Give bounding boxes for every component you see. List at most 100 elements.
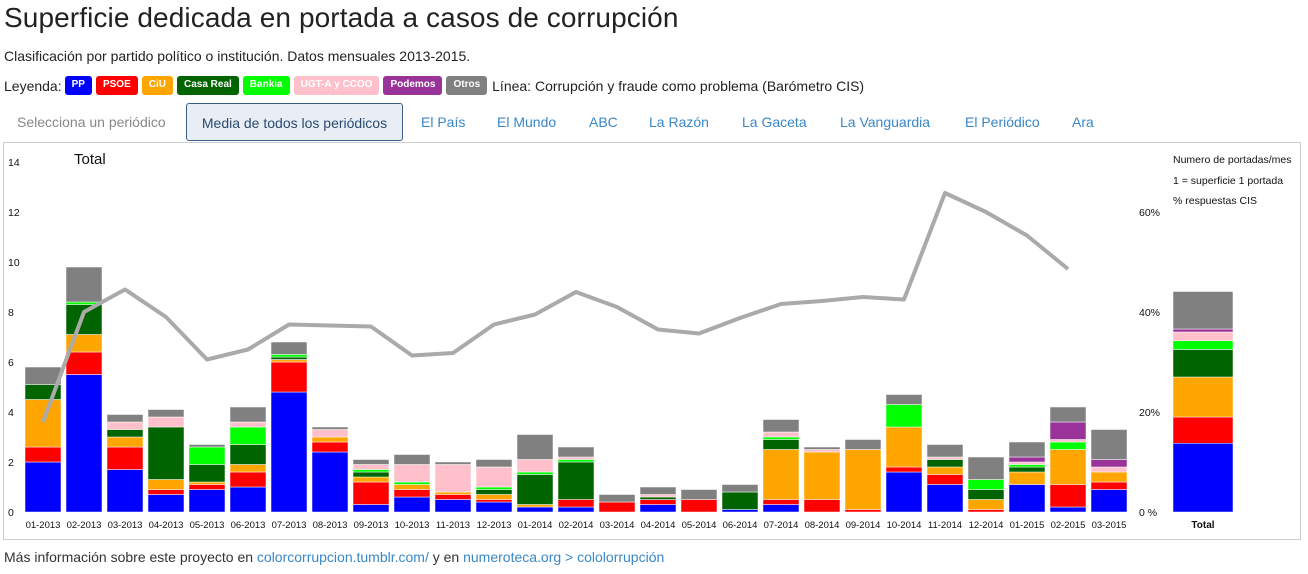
- bar-segment[interactable]: [352, 471, 390, 478]
- bar-segment[interactable]: [926, 474, 964, 485]
- bar-segment[interactable]: [188, 444, 226, 448]
- bar-segment[interactable]: [434, 461, 472, 465]
- bar-segment[interactable]: [557, 459, 595, 463]
- bar-segment[interactable]: [885, 471, 923, 513]
- bar-segment[interactable]: [1008, 471, 1046, 485]
- bar-segment[interactable]: [229, 406, 267, 423]
- bar-segment[interactable]: [1090, 481, 1128, 490]
- bar-segment[interactable]: [352, 459, 390, 465]
- bar-segment[interactable]: [311, 451, 349, 513]
- bar-segment[interactable]: [65, 351, 103, 375]
- bar-segment[interactable]: [1090, 471, 1128, 483]
- bar-segment[interactable]: [475, 501, 513, 513]
- bar-segment[interactable]: [434, 494, 472, 500]
- bar-segment[interactable]: [229, 464, 267, 473]
- bar-segment[interactable]: [598, 494, 636, 503]
- bar-segment[interactable]: [270, 354, 308, 358]
- bar-segment[interactable]: [639, 504, 677, 513]
- bar-segment[interactable]: [557, 506, 595, 513]
- bar-segment[interactable]: [475, 489, 513, 495]
- bar-segment[interactable]: [1049, 441, 1087, 450]
- tab-la-gaceta[interactable]: La Gaceta: [742, 114, 807, 130]
- bar-segment[interactable]: [1090, 489, 1128, 513]
- total-bar-segment[interactable]: [1172, 376, 1234, 418]
- bar-segment[interactable]: [803, 446, 841, 450]
- tab-el-periodico[interactable]: El Periódico: [965, 114, 1040, 130]
- bar-segment[interactable]: [24, 399, 62, 448]
- bar-segment[interactable]: [844, 449, 882, 510]
- bar-segment[interactable]: [475, 486, 513, 490]
- bar-segment[interactable]: [229, 486, 267, 513]
- bar-segment[interactable]: [885, 404, 923, 428]
- total-bar-segment[interactable]: [1172, 340, 1234, 350]
- bar-segment[interactable]: [229, 421, 267, 428]
- bar-segment[interactable]: [393, 484, 431, 490]
- bar-segment[interactable]: [639, 496, 677, 500]
- bar-segment[interactable]: [393, 481, 431, 485]
- bar-segment[interactable]: [393, 464, 431, 483]
- bar-segment[interactable]: [762, 504, 800, 513]
- bar-segment[interactable]: [434, 464, 472, 493]
- bar-segment[interactable]: [65, 304, 103, 335]
- footer-link-tumblr[interactable]: colorcorrupcion.tumblr.com/: [256, 549, 429, 565]
- bar-segment[interactable]: [1090, 466, 1128, 473]
- bar-segment[interactable]: [393, 489, 431, 498]
- bar-segment[interactable]: [516, 504, 554, 508]
- tab-la-vanguardia[interactable]: La Vanguardia: [840, 114, 931, 130]
- bar-segment[interactable]: [1049, 449, 1087, 485]
- bar-segment[interactable]: [147, 494, 185, 513]
- bar-segment[interactable]: [516, 474, 554, 505]
- bar-segment[interactable]: [967, 456, 1005, 480]
- bar-segment[interactable]: [557, 461, 595, 500]
- bar-segment[interactable]: [475, 494, 513, 500]
- bar-segment[interactable]: [844, 509, 882, 513]
- bar-segment[interactable]: [762, 449, 800, 500]
- bar-segment[interactable]: [188, 489, 226, 513]
- bar-segment[interactable]: [147, 479, 185, 490]
- bar-segment[interactable]: [885, 394, 923, 405]
- total-bar-segment[interactable]: [1172, 291, 1234, 330]
- bar-segment[interactable]: [762, 499, 800, 505]
- bar-segment[interactable]: [475, 466, 513, 488]
- total-bar-segment[interactable]: [1172, 443, 1234, 513]
- bar-segment[interactable]: [311, 441, 349, 453]
- bar-segment[interactable]: [106, 436, 144, 448]
- tab-abc[interactable]: ABC: [589, 114, 618, 130]
- bar-segment[interactable]: [393, 454, 431, 465]
- tab-el-pais[interactable]: El País: [421, 114, 466, 130]
- bar-segment[interactable]: [188, 484, 226, 490]
- bar-segment[interactable]: [844, 439, 882, 450]
- bar-segment[interactable]: [475, 499, 513, 503]
- bar-segment[interactable]: [885, 466, 923, 473]
- bar-segment[interactable]: [352, 464, 390, 470]
- bar-segment[interactable]: [188, 481, 226, 485]
- bar-segment[interactable]: [885, 426, 923, 468]
- bar-segment[interactable]: [639, 486, 677, 495]
- bar-segment[interactable]: [106, 446, 144, 470]
- bar-segment[interactable]: [639, 499, 677, 505]
- bar-segment[interactable]: [229, 444, 267, 465]
- bar-segment[interactable]: [188, 446, 226, 465]
- bar-segment[interactable]: [639, 494, 677, 498]
- bar-segment[interactable]: [1049, 406, 1087, 423]
- bar-segment[interactable]: [926, 466, 964, 475]
- bar-segment[interactable]: [721, 491, 759, 510]
- bar-segment[interactable]: [311, 436, 349, 443]
- bar-segment[interactable]: [147, 416, 185, 428]
- bar-segment[interactable]: [106, 469, 144, 513]
- bar-segment[interactable]: [147, 426, 185, 480]
- bar-segment[interactable]: [516, 471, 554, 475]
- bar-segment[interactable]: [967, 479, 1005, 490]
- bar-segment[interactable]: [1049, 439, 1087, 443]
- bar-segment[interactable]: [762, 419, 800, 433]
- bar-segment[interactable]: [1008, 456, 1046, 463]
- bar-segment[interactable]: [106, 414, 144, 423]
- tab-la-razon[interactable]: La Razón: [649, 114, 709, 130]
- tab-el-mundo[interactable]: El Mundo: [497, 114, 557, 130]
- total-bar-segment[interactable]: [1172, 416, 1234, 444]
- bar-segment[interactable]: [311, 429, 349, 438]
- bar-segment[interactable]: [926, 444, 964, 458]
- bar-segment[interactable]: [1049, 506, 1087, 513]
- bar-segment[interactable]: [516, 434, 554, 460]
- bar-segment[interactable]: [229, 471, 267, 488]
